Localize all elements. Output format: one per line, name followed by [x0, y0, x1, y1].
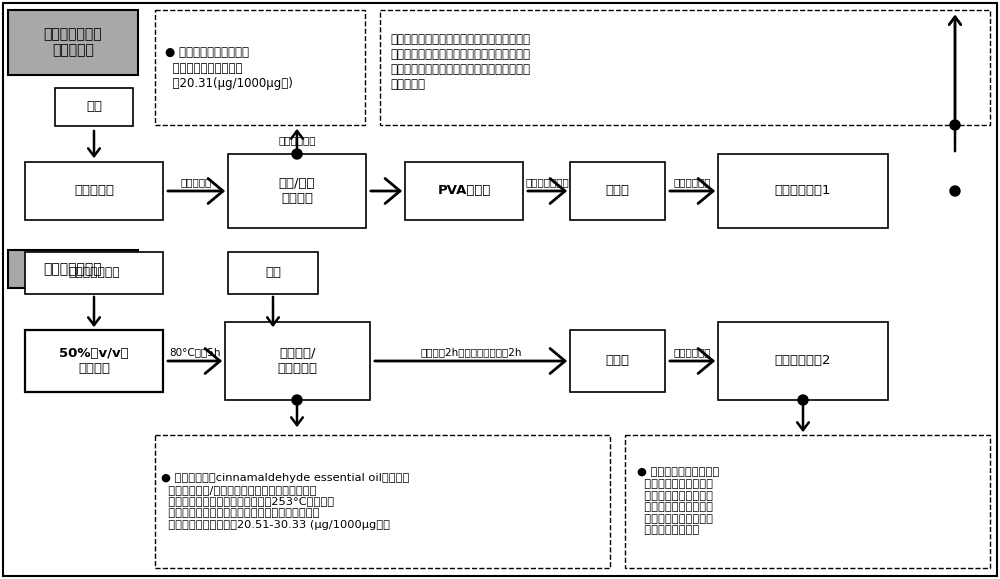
- Bar: [405, 162, 523, 220]
- Text: 抗菌活性包装2: 抗菌活性包装2: [775, 354, 831, 368]
- Text: 抽滤、干燥: 抽滤、干燥: [180, 177, 212, 187]
- Text: 高压静电纺丝: 高压静电纺丝: [673, 347, 711, 357]
- Text: 称取少量加入: 称取少量加入: [278, 135, 316, 145]
- Bar: [225, 322, 370, 400]
- Text: 纺丝液: 纺丝液: [606, 185, 630, 197]
- Text: 聚乙烯醇、沸石: 聚乙烯醇、沸石: [68, 266, 120, 280]
- Text: 80°C搅拌5h: 80°C搅拌5h: [169, 347, 221, 357]
- Text: 精油: 精油: [265, 266, 281, 280]
- Text: 充分混合、脱气: 充分混合、脱气: [525, 177, 569, 187]
- Bar: [228, 252, 318, 294]
- Text: 精油/环糊
精复合物: 精油/环糊 精复合物: [279, 177, 315, 205]
- Bar: [380, 10, 990, 125]
- Circle shape: [292, 149, 302, 159]
- Text: 聚乙烯醇/
沸石分散液: 聚乙烯醇/ 沸石分散液: [278, 347, 318, 375]
- Bar: [8, 10, 138, 75]
- Text: 环糊精溶液: 环糊精溶液: [74, 185, 114, 197]
- Bar: [25, 252, 163, 294]
- Text: 本发明技术路线: 本发明技术路线: [44, 262, 102, 276]
- Circle shape: [292, 395, 302, 405]
- Bar: [55, 88, 133, 126]
- Bar: [25, 162, 163, 220]
- Bar: [570, 162, 665, 220]
- Text: 抗菌活性包装1: 抗菌活性包装1: [775, 185, 831, 197]
- Text: 纤维膜、环糊精、精油之间存在氢键等次级键
作用力，精油需要较强的脱附能量才能释放。
在应用于鲜切水果的低温保鲜时，对有效物质
的释放不利: 纤维膜、环糊精、精油之间存在氢键等次级键 作用力，精油需要较强的脱附能量才能释放…: [390, 33, 530, 91]
- Circle shape: [798, 395, 808, 405]
- Circle shape: [950, 186, 960, 196]
- Text: 50%（v/v）
乙醇溶液: 50%（v/v） 乙醇溶液: [59, 347, 129, 375]
- Text: ● 肉桂醛精油（cinnamaldehyde essential oil）分散于
  的含聚乙烯醇/沸石分散液中，静电纺丝过程中，
  溶剂挥发，高沸点的精油（: ● 肉桂醛精油（cinnamaldehyde essential oil）分散于…: [161, 473, 409, 530]
- Bar: [155, 10, 365, 125]
- Bar: [570, 330, 665, 392]
- Text: 充分搅拌2h，室温，静置脱气2h: 充分搅拌2h，室温，静置脱气2h: [420, 347, 522, 357]
- Bar: [8, 250, 138, 288]
- Text: 高压静电纺丝: 高压静电纺丝: [673, 177, 711, 187]
- Bar: [25, 330, 163, 392]
- Text: 纺丝液: 纺丝液: [606, 354, 630, 368]
- Text: ● 精油的负载量受限于环
  糊精的负载能力，一般
  为20.31(μg/1000μg膜): ● 精油的负载量受限于环 糊精的负载能力，一般 为20.31(μg/1000μg…: [165, 46, 293, 90]
- Text: PVA水溶液: PVA水溶液: [437, 185, 491, 197]
- Circle shape: [950, 120, 960, 130]
- Text: 精油: 精油: [86, 101, 102, 113]
- Text: ● 纤维膜通过介孔吸附作
  用负载精油，作用力温
  和，不会抑制精油的活
  性，应用于鲜切水果的
  低温保鲜时，有利于提
  高精油的释放性能: ● 纤维膜通过介孔吸附作 用负载精油，作用力温 和，不会抑制精油的活 性，应用于…: [637, 467, 719, 536]
- Bar: [625, 435, 990, 568]
- Bar: [718, 322, 888, 400]
- Bar: [718, 154, 888, 228]
- Bar: [228, 154, 366, 228]
- Bar: [155, 435, 610, 568]
- Text: 常规精油活性包
装技术路线: 常规精油活性包 装技术路线: [44, 27, 102, 57]
